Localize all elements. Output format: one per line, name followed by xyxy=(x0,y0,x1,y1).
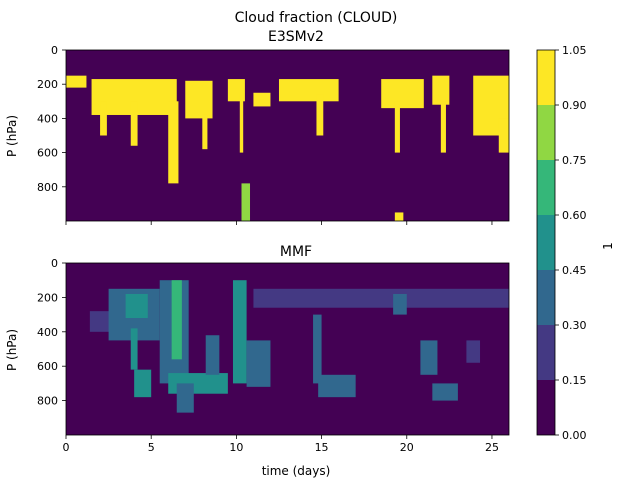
colorbar-segment xyxy=(537,215,555,270)
x-tick-label: 25 xyxy=(485,441,499,454)
x-axis-label: time (days) xyxy=(262,464,331,478)
heatmap-cell xyxy=(318,375,355,397)
heatmap-cell xyxy=(206,335,220,375)
y-axis-label-mmf: P (hPa) xyxy=(5,329,19,371)
y-tick-label: 800 xyxy=(37,181,58,194)
colorbar-tick-label: 0.45 xyxy=(562,264,587,277)
heatmap-cell xyxy=(432,76,449,105)
x-tick-label: 10 xyxy=(229,441,243,454)
panel-title-mmf: MMF xyxy=(280,244,312,260)
y-tick-label: 200 xyxy=(37,291,58,304)
y-tick-label: 0 xyxy=(51,44,58,57)
heatmap-cell xyxy=(253,93,270,107)
y-tick-label: 400 xyxy=(37,112,58,125)
colorbar-tick-label: 1.05 xyxy=(562,44,587,57)
heatmap-cell xyxy=(66,76,86,88)
heatmap-cell xyxy=(432,383,458,400)
heatmap-cell xyxy=(395,212,404,221)
x-tick-label: 15 xyxy=(315,441,329,454)
colorbar-segment xyxy=(537,50,555,105)
x-tick-label: 20 xyxy=(400,441,414,454)
heatmap-cell xyxy=(134,370,151,398)
heatmap-cell xyxy=(247,340,271,386)
colorbar-segment xyxy=(537,380,555,435)
heatmap-cell xyxy=(202,115,207,149)
y-tick-label: 800 xyxy=(37,395,58,408)
y-axis-label-e3smv2: P (hPa) xyxy=(5,115,19,157)
colorbar-tick-label: 0.30 xyxy=(562,319,587,332)
colorbar-label: 1 xyxy=(601,242,615,250)
x-tick-label: 0 xyxy=(63,441,70,454)
heatmap-cell xyxy=(240,93,243,153)
heatmap-cell xyxy=(172,280,182,359)
heatmap-cell xyxy=(241,183,250,221)
heatmap-cell xyxy=(313,315,322,384)
heatmap-cell xyxy=(441,101,446,152)
colorbar-tick-label: 0.90 xyxy=(562,99,587,112)
heatmap-cell xyxy=(395,101,400,152)
colorbar: 0.00 0.15 0.30 0.45 0.60 0.75 0.90 1.05 1 xyxy=(537,44,615,442)
heatmap-cell xyxy=(131,328,138,369)
heatmap-cell xyxy=(253,289,509,308)
y-tick-label: 200 xyxy=(37,78,58,91)
colorbar-tick-label: 0.15 xyxy=(562,374,587,387)
heatmap-cell xyxy=(393,294,407,315)
colorbar-tick-label: 0.60 xyxy=(562,209,587,222)
colorbar-segment xyxy=(537,270,555,325)
plot-area-mmf: 0 5 10 15 20 25 0 200 400 600 800 xyxy=(37,257,509,454)
colorbar-tick-label: 0.00 xyxy=(562,429,587,442)
colorbar-segment xyxy=(537,325,555,380)
colorbar-tick-label: 0.75 xyxy=(562,154,587,167)
panel-mmf: MMF 0 5 10 15 20 25 0 200 400 600 800 P (hPa) time… xyxy=(5,244,509,478)
plot-area-e3smv2: 0 200 400 600 800 xyxy=(37,44,509,225)
heatmap-cell xyxy=(131,101,138,145)
heatmap-cell xyxy=(233,280,247,383)
heatmap-cell xyxy=(499,118,509,152)
heatmap-cell xyxy=(168,101,178,183)
panel-e3smv2: E3SMv2 0 200 400 600 800 P (hPa) xyxy=(5,29,509,225)
heatmap-cell xyxy=(100,101,107,135)
panel-title-e3smv2: E3SMv2 xyxy=(268,29,324,45)
y-tick-label: 600 xyxy=(37,360,58,373)
heatmap-cell xyxy=(420,340,437,374)
heatmap-cell xyxy=(177,383,194,412)
heatmap-cell xyxy=(279,79,339,101)
y-tick-label: 600 xyxy=(37,147,58,160)
heatmap-cell xyxy=(126,294,148,318)
x-tick-label: 5 xyxy=(148,441,155,454)
heatmap-cell xyxy=(185,81,212,119)
heatmap-cell xyxy=(381,79,424,108)
figure-title: Cloud fraction (CLOUD) xyxy=(235,10,398,26)
colorbar-segment xyxy=(537,105,555,160)
heatmap-cell xyxy=(316,94,323,135)
y-tick-label: 400 xyxy=(37,326,58,339)
y-tick-label: 0 xyxy=(51,257,58,270)
colorbar-segment xyxy=(537,160,555,215)
heatmap-cell xyxy=(466,340,480,362)
